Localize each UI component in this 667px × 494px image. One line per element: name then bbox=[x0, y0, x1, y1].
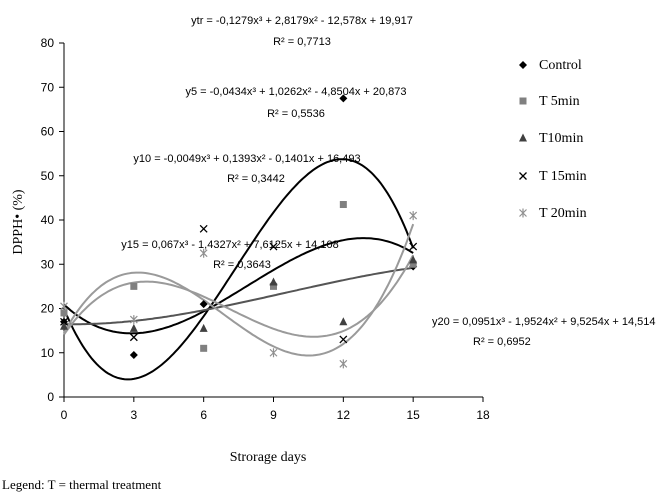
point-2-2 bbox=[199, 323, 208, 332]
x-tick-label: 6 bbox=[200, 408, 207, 422]
y-tick-label: 60 bbox=[41, 125, 55, 139]
point-1-1 bbox=[130, 282, 138, 290]
point-1-4 bbox=[339, 201, 347, 209]
legend-marker-2 bbox=[519, 133, 527, 142]
point-4-5 bbox=[409, 211, 418, 221]
x-tick-label: 12 bbox=[337, 408, 351, 422]
point-3-1 bbox=[129, 333, 138, 342]
point-3-0 bbox=[60, 317, 68, 326]
y-axis-title: DPPH• (%) bbox=[11, 189, 26, 255]
trend-equation-2: y10 = -0,0049x³ + 0,1393x² - 0,1401x + 1… bbox=[133, 153, 360, 165]
legend-marker-4 bbox=[519, 208, 527, 218]
point-2-0 bbox=[60, 321, 68, 330]
trend-equation-1: y5 = -0,0434x³ + 1,0262x² - 4,8504x + 20… bbox=[185, 86, 406, 98]
point-4-1 bbox=[129, 315, 138, 325]
trendline-1 bbox=[63, 237, 414, 335]
x-axis-title: Strorage days bbox=[230, 450, 307, 465]
x-tick-label: 3 bbox=[130, 408, 137, 422]
y-tick-label: 30 bbox=[41, 257, 55, 271]
legend-marker-0 bbox=[519, 61, 527, 69]
legend-label-4: T 20min bbox=[539, 206, 587, 221]
point-1-5 bbox=[409, 260, 417, 268]
trendline-0 bbox=[63, 158, 415, 381]
trend-r2-1: R² = 0,5536 bbox=[267, 108, 325, 120]
y-tick-label: 70 bbox=[41, 80, 55, 94]
equations: ytr = -0,1279x³ + 2,8179x² - 12,578x + 1… bbox=[121, 15, 655, 348]
point-4-4 bbox=[339, 359, 348, 369]
legend-marker-1 bbox=[519, 97, 527, 105]
legend-label-3: T 15min bbox=[539, 169, 587, 184]
footnote: Legend: T = thermal treatment bbox=[2, 477, 162, 492]
legend-label-1: T 5min bbox=[539, 94, 580, 109]
point-2-5 bbox=[409, 255, 418, 264]
legend-label-2: T10min bbox=[539, 131, 583, 146]
y-tick-label: 10 bbox=[41, 346, 55, 360]
y-tick-label: 40 bbox=[41, 213, 55, 227]
point-4-2 bbox=[199, 248, 208, 258]
y-tick-label: 80 bbox=[41, 36, 55, 50]
point-4-3 bbox=[269, 348, 278, 358]
x-tick-label: 18 bbox=[476, 408, 490, 422]
point-3-4 bbox=[339, 335, 348, 344]
trendlines bbox=[63, 158, 415, 381]
point-3-2 bbox=[199, 224, 208, 233]
point-0-1 bbox=[129, 350, 138, 359]
trend-equation-4: y20 = 0,0951x³ - 1,9524x² + 9,5254x + 14… bbox=[432, 316, 656, 328]
x-tick-label: 0 bbox=[61, 408, 68, 422]
y-tick-label: 20 bbox=[41, 302, 55, 316]
x-tick-label: 9 bbox=[270, 408, 277, 422]
trend-r2-3: R² = 0,3643 bbox=[213, 259, 271, 271]
trendline-4 bbox=[63, 223, 415, 357]
point-0-2 bbox=[199, 300, 208, 309]
legend: Control T 5min T10min T 15min T 20min bbox=[519, 58, 587, 221]
legend-label-0: Control bbox=[539, 58, 582, 73]
point-3-5 bbox=[409, 242, 418, 251]
trend-equation-3: y15 = 0,067x³ - 1,4327x² + 7,6125x + 14,… bbox=[121, 239, 338, 251]
axes: 0 10 20 30 40 50 60 70 80 0 3 6 9 12 15 18 bbox=[41, 36, 490, 422]
point-4-0 bbox=[60, 301, 68, 311]
legend-marker-3 bbox=[519, 172, 527, 180]
trend-r2-2: R² = 0,3442 bbox=[227, 173, 285, 185]
point-1-2 bbox=[200, 344, 208, 352]
data-points bbox=[60, 94, 418, 369]
point-1-0 bbox=[60, 309, 68, 317]
point-1-3 bbox=[270, 282, 277, 290]
point-2-1 bbox=[129, 323, 138, 332]
trend-equation-0: ytr = -0,1279x³ + 2,8179x² - 12,578x + 1… bbox=[191, 15, 413, 27]
point-0-4 bbox=[339, 94, 348, 103]
trend-r2-4: R² = 0,6952 bbox=[473, 336, 531, 348]
point-2-4 bbox=[339, 317, 348, 326]
y-tick-label: 0 bbox=[47, 390, 54, 404]
y-tick-label: 50 bbox=[41, 169, 55, 183]
point-3-3 bbox=[269, 242, 278, 251]
point-2-3 bbox=[269, 277, 278, 286]
trend-r2-0: R² = 0,7713 bbox=[273, 36, 331, 48]
trendline-3 bbox=[63, 254, 415, 338]
trendline-2 bbox=[63, 266, 414, 326]
x-tick-label: 15 bbox=[406, 408, 420, 422]
